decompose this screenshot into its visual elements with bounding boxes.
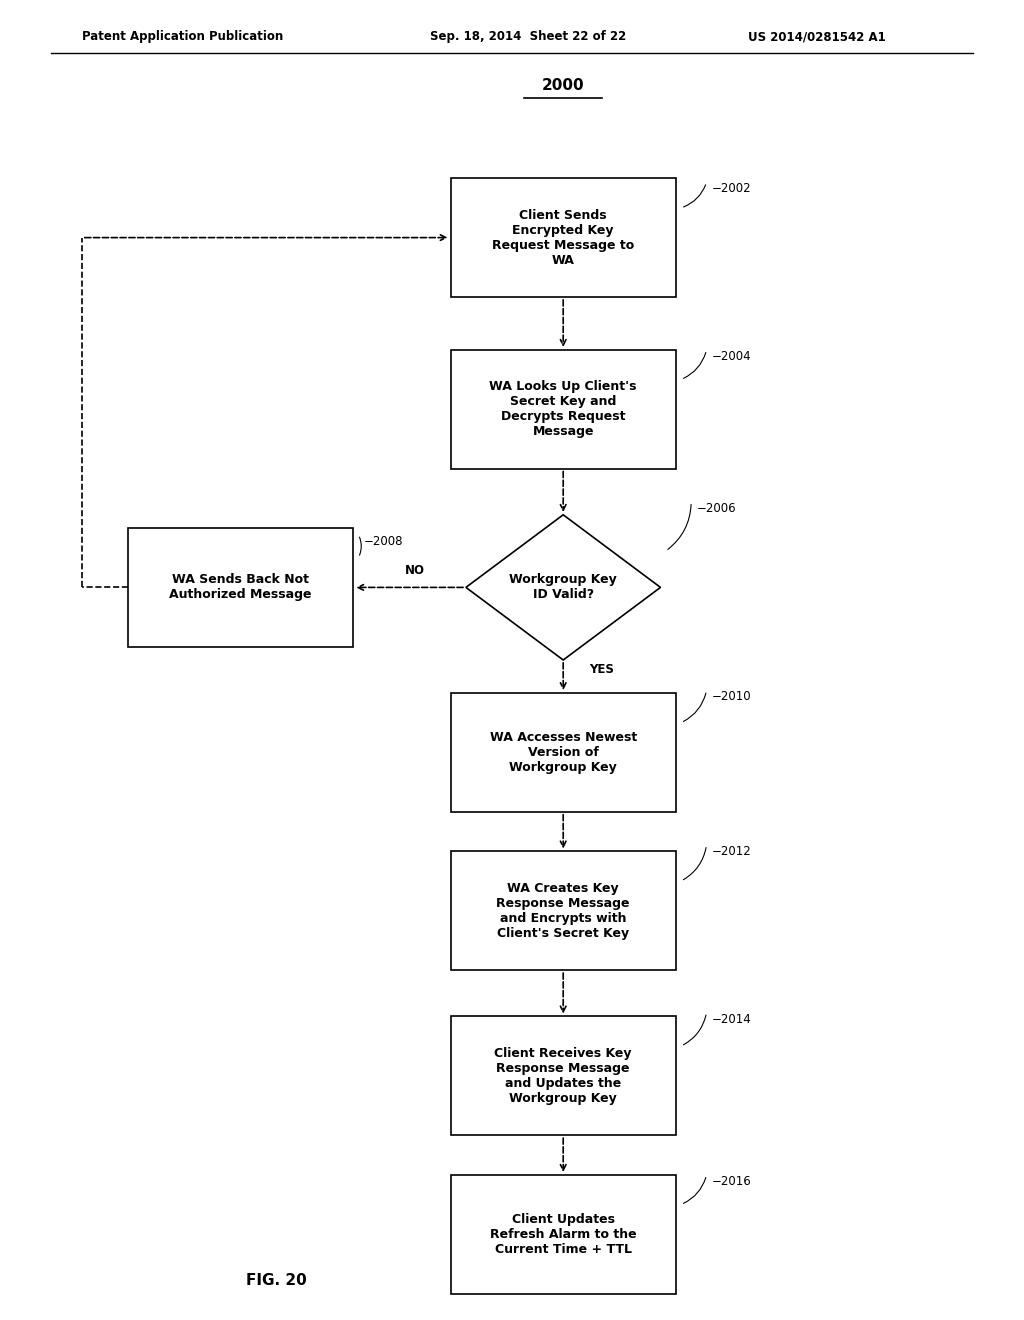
FancyBboxPatch shape — [128, 528, 353, 647]
Text: −2008: −2008 — [364, 535, 403, 548]
Text: YES: YES — [589, 664, 613, 676]
Text: WA Accesses Newest
Version of
Workgroup Key: WA Accesses Newest Version of Workgroup … — [489, 731, 637, 774]
Text: WA Looks Up Client's
Secret Key and
Decrypts Request
Message: WA Looks Up Client's Secret Key and Decr… — [489, 380, 637, 438]
Text: −2004: −2004 — [712, 350, 752, 363]
Text: Client Sends
Encrypted Key
Request Message to
WA: Client Sends Encrypted Key Request Messa… — [493, 209, 634, 267]
FancyBboxPatch shape — [451, 1175, 676, 1294]
Text: Patent Application Publication: Patent Application Publication — [82, 30, 284, 44]
Text: FIG. 20: FIG. 20 — [246, 1272, 307, 1288]
Text: −2010: −2010 — [712, 690, 752, 704]
Text: WA Sends Back Not
Authorized Message: WA Sends Back Not Authorized Message — [169, 573, 312, 602]
Text: 2000: 2000 — [542, 78, 585, 94]
Text: US 2014/0281542 A1: US 2014/0281542 A1 — [748, 30, 886, 44]
Text: Workgroup Key
ID Valid?: Workgroup Key ID Valid? — [509, 573, 617, 602]
Text: Client Updates
Refresh Alarm to the
Current Time + TTL: Client Updates Refresh Alarm to the Curr… — [489, 1213, 637, 1255]
Text: −2006: −2006 — [696, 502, 736, 515]
Text: −2012: −2012 — [712, 845, 752, 858]
FancyBboxPatch shape — [451, 178, 676, 297]
FancyBboxPatch shape — [451, 1016, 676, 1135]
FancyBboxPatch shape — [451, 350, 676, 469]
Polygon shape — [466, 515, 660, 660]
Text: −2002: −2002 — [712, 182, 752, 195]
Text: −2014: −2014 — [712, 1012, 752, 1026]
Text: NO: NO — [404, 564, 425, 577]
FancyBboxPatch shape — [451, 693, 676, 812]
Text: −2016: −2016 — [712, 1175, 752, 1188]
Text: WA Creates Key
Response Message
and Encrypts with
Client's Secret Key: WA Creates Key Response Message and Encr… — [497, 882, 630, 940]
Text: Client Receives Key
Response Message
and Updates the
Workgroup Key: Client Receives Key Response Message and… — [495, 1047, 632, 1105]
Text: Sep. 18, 2014  Sheet 22 of 22: Sep. 18, 2014 Sheet 22 of 22 — [430, 30, 627, 44]
FancyBboxPatch shape — [451, 851, 676, 970]
